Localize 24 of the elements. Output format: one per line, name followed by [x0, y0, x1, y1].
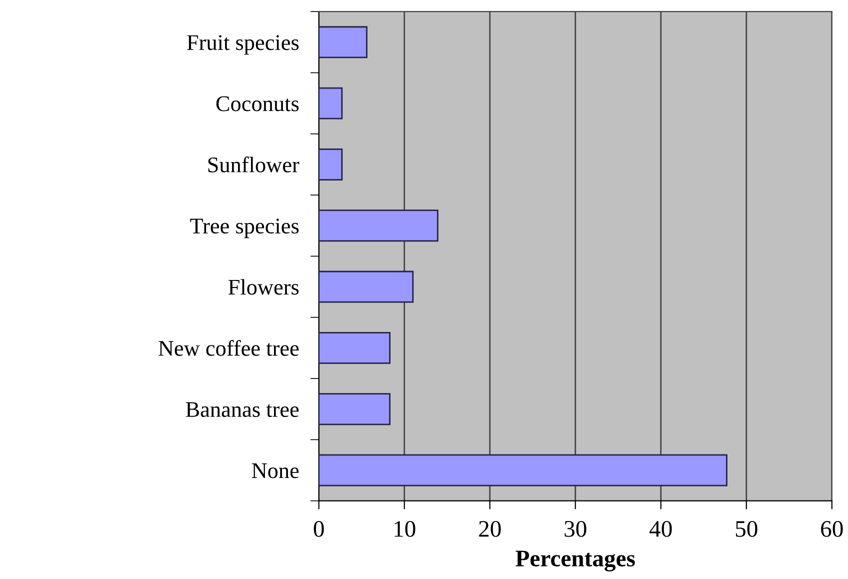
x-tick-label: 0 [314, 520, 324, 537]
x-tick-label: 50 [736, 520, 758, 537]
x-tick-label: 10 [394, 520, 416, 537]
x-tick-label: 30 [564, 520, 586, 537]
y-tick-label: Fruit species [187, 35, 299, 55]
bar [318, 26, 368, 58]
bar [318, 270, 414, 303]
x-tick-label: 60 [821, 520, 843, 537]
y-tick-label: New coffee tree [158, 340, 299, 356]
bar [318, 148, 343, 180]
x-tick-label: 40 [650, 520, 672, 537]
y-tick-label: Bananas tree [186, 402, 299, 418]
bar [318, 393, 391, 426]
y-tick-label: Flowers [228, 279, 299, 295]
x-axis-title: Percentages [516, 550, 635, 572]
bar [318, 332, 391, 364]
y-tick-label: Sunflower [208, 156, 300, 172]
bar [318, 87, 343, 120]
y-tick-label: Coconuts [216, 96, 299, 112]
bar [318, 454, 728, 486]
x-tick-label: 20 [479, 520, 501, 537]
y-tick-label: Tree species [190, 218, 299, 238]
bar [318, 210, 438, 242]
y-tick-label: None [252, 463, 299, 478]
